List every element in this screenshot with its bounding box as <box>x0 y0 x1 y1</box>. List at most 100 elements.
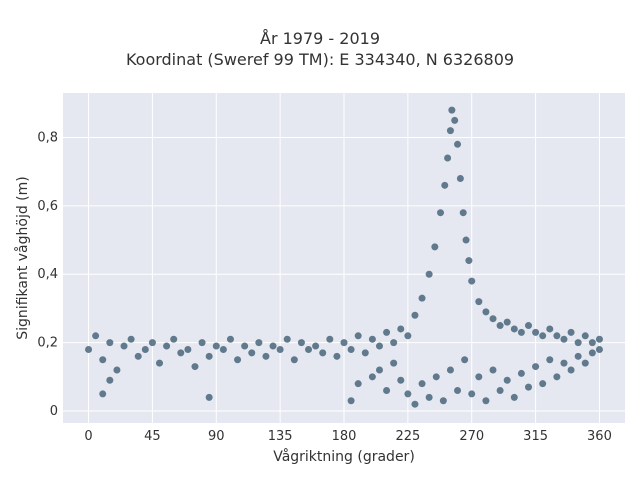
data-point <box>425 270 433 278</box>
data-point <box>459 209 467 217</box>
data-point <box>524 383 532 391</box>
data-point <box>425 393 433 401</box>
data-point <box>418 380 426 388</box>
y-axis-title: Signifikant våghöjd (m) <box>14 176 31 339</box>
data-point <box>532 328 540 336</box>
data-point <box>441 181 449 189</box>
data-point <box>163 342 171 350</box>
data-point <box>588 339 596 347</box>
x-tick-label: 90 <box>208 429 225 444</box>
data-point <box>99 390 107 398</box>
data-point <box>431 243 439 251</box>
data-point <box>448 106 456 114</box>
data-point <box>503 318 511 326</box>
data-point <box>517 328 525 336</box>
data-point <box>375 366 383 374</box>
data-point <box>439 397 447 405</box>
data-point <box>546 325 554 333</box>
data-point <box>219 345 227 353</box>
data-point <box>361 349 369 357</box>
data-point <box>465 257 473 265</box>
data-point <box>444 154 452 162</box>
data-point <box>184 345 192 353</box>
data-point <box>553 332 561 340</box>
data-point <box>205 352 213 360</box>
x-tick-label: 180 <box>332 429 357 444</box>
data-point <box>177 349 185 357</box>
data-point <box>567 366 575 374</box>
data-point <box>489 366 497 374</box>
data-point <box>437 209 445 217</box>
data-point <box>191 363 199 371</box>
data-point <box>560 335 568 343</box>
data-point <box>134 352 142 360</box>
data-point <box>347 397 355 405</box>
data-point <box>113 366 121 374</box>
x-tick-label: 270 <box>459 429 484 444</box>
data-point <box>368 335 376 343</box>
data-point <box>106 339 114 347</box>
data-point <box>468 390 476 398</box>
data-point <box>475 373 483 381</box>
data-point <box>106 376 114 384</box>
data-point <box>205 393 213 401</box>
data-point <box>262 352 270 360</box>
data-point <box>411 311 419 319</box>
x-tick-label: 45 <box>144 429 161 444</box>
data-point <box>496 387 504 395</box>
data-point <box>198 339 206 347</box>
data-point <box>120 342 128 350</box>
data-point <box>517 369 525 377</box>
data-point <box>418 294 426 302</box>
data-point <box>446 127 454 135</box>
data-point <box>305 345 313 353</box>
data-point <box>432 373 440 381</box>
data-point <box>468 277 476 285</box>
data-point <box>333 352 341 360</box>
data-point <box>482 397 490 405</box>
data-point <box>567 328 575 336</box>
data-point <box>588 349 596 357</box>
data-point <box>368 373 376 381</box>
x-axis-title: Vågriktning (grader) <box>273 448 415 465</box>
y-tick-label: 0,6 <box>37 199 58 214</box>
data-point <box>462 236 470 244</box>
data-point <box>454 387 462 395</box>
data-point <box>489 315 497 323</box>
x-axis-ticks: 0 45 90 135 180 225 270 315 360 <box>84 429 611 444</box>
data-point <box>354 380 362 388</box>
data-point <box>539 332 547 340</box>
data-point <box>283 335 291 343</box>
data-point <box>312 342 320 350</box>
x-tick-label: 0 <box>84 429 92 444</box>
x-tick-label: 225 <box>395 429 420 444</box>
data-point <box>99 356 107 364</box>
data-point <box>574 339 582 347</box>
data-point <box>482 308 490 316</box>
data-point <box>156 359 164 367</box>
data-point <box>595 335 603 343</box>
chart-title: År 1979 - 2019 <box>260 29 380 48</box>
data-point <box>510 393 518 401</box>
data-point <box>127 335 135 343</box>
data-point <box>581 332 589 340</box>
data-point <box>241 342 249 350</box>
data-point <box>461 356 469 364</box>
data-point <box>326 335 334 343</box>
data-point <box>456 174 464 182</box>
data-point <box>269 342 277 350</box>
data-point <box>383 387 391 395</box>
data-point <box>546 356 554 364</box>
data-point <box>255 339 263 347</box>
data-point <box>354 332 362 340</box>
data-points <box>85 106 603 408</box>
data-point <box>510 325 518 333</box>
data-point <box>141 345 149 353</box>
data-point <box>390 339 398 347</box>
data-point <box>170 335 178 343</box>
data-point <box>347 345 355 353</box>
data-point <box>375 342 383 350</box>
data-point <box>148 339 156 347</box>
data-point <box>451 116 459 124</box>
data-point <box>404 390 412 398</box>
